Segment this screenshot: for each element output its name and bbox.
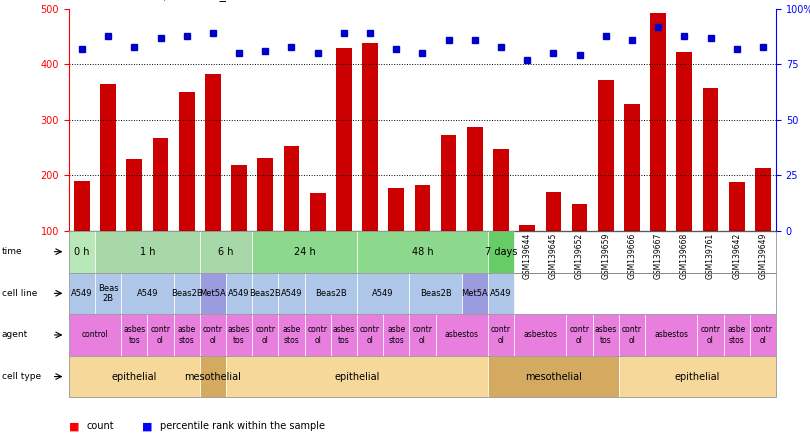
Bar bbox=[624, 104, 640, 231]
Text: contr
ol: contr ol bbox=[701, 325, 721, 345]
Text: Beas2B: Beas2B bbox=[249, 289, 281, 298]
Bar bbox=[309, 193, 326, 231]
Text: contr
ol: contr ol bbox=[360, 325, 380, 345]
Text: Beas2B: Beas2B bbox=[315, 289, 347, 298]
Bar bbox=[126, 159, 143, 231]
Text: asbes
tos: asbes tos bbox=[228, 325, 250, 345]
Text: asbestos: asbestos bbox=[445, 330, 479, 340]
Bar bbox=[415, 186, 430, 231]
Text: ■: ■ bbox=[69, 421, 79, 431]
Bar bbox=[729, 182, 744, 231]
Bar bbox=[231, 166, 247, 231]
Text: ■: ■ bbox=[142, 421, 152, 431]
Bar bbox=[572, 204, 587, 231]
Bar bbox=[702, 88, 718, 231]
Text: A549: A549 bbox=[137, 289, 158, 298]
Bar bbox=[152, 138, 168, 231]
Text: contr
ol: contr ol bbox=[202, 325, 223, 345]
Bar bbox=[284, 146, 300, 231]
Text: A549: A549 bbox=[490, 289, 512, 298]
Bar bbox=[388, 188, 404, 231]
Text: asbestos: asbestos bbox=[523, 330, 557, 340]
Text: asbes
tos: asbes tos bbox=[333, 325, 355, 345]
Bar bbox=[519, 226, 535, 231]
Bar bbox=[755, 168, 771, 231]
Text: A549: A549 bbox=[228, 289, 249, 298]
Text: 48 h: 48 h bbox=[411, 247, 433, 257]
Text: 0 h: 0 h bbox=[75, 247, 90, 257]
Text: count: count bbox=[87, 421, 114, 431]
Text: contr
ol: contr ol bbox=[151, 325, 171, 345]
Bar bbox=[650, 13, 666, 231]
Text: contr
ol: contr ol bbox=[412, 325, 433, 345]
Text: epithelial: epithelial bbox=[112, 372, 157, 381]
Text: A549: A549 bbox=[373, 289, 394, 298]
Text: 1 h: 1 h bbox=[139, 247, 156, 257]
Text: Beas
2B: Beas 2B bbox=[98, 284, 118, 303]
Bar bbox=[493, 149, 509, 231]
Text: Met5A: Met5A bbox=[199, 289, 226, 298]
Text: 7 days: 7 days bbox=[485, 247, 517, 257]
Bar bbox=[598, 80, 614, 231]
Bar bbox=[74, 181, 90, 231]
Text: contr
ol: contr ol bbox=[255, 325, 275, 345]
Text: contr
ol: contr ol bbox=[622, 325, 642, 345]
Text: mesothelial: mesothelial bbox=[525, 372, 582, 381]
Text: contr
ol: contr ol bbox=[569, 325, 590, 345]
Text: control: control bbox=[82, 330, 109, 340]
Text: contr
ol: contr ol bbox=[752, 325, 773, 345]
Text: GDS2604 / 213019_at: GDS2604 / 213019_at bbox=[101, 0, 239, 1]
Text: Met5A: Met5A bbox=[462, 289, 488, 298]
Text: mesothelial: mesothelial bbox=[185, 372, 241, 381]
Text: epithelial: epithelial bbox=[675, 372, 720, 381]
Text: 24 h: 24 h bbox=[294, 247, 315, 257]
Text: contr
ol: contr ol bbox=[491, 325, 511, 345]
Text: asbestos: asbestos bbox=[654, 330, 688, 340]
Text: percentile rank within the sample: percentile rank within the sample bbox=[160, 421, 325, 431]
Text: 6 h: 6 h bbox=[218, 247, 234, 257]
Text: asbes
tos: asbes tos bbox=[595, 325, 617, 345]
Text: asbes
tos: asbes tos bbox=[123, 325, 146, 345]
Text: Beas2B: Beas2B bbox=[420, 289, 451, 298]
Bar bbox=[467, 127, 483, 231]
Text: epithelial: epithelial bbox=[335, 372, 380, 381]
Text: time: time bbox=[2, 247, 22, 256]
Text: Beas2B: Beas2B bbox=[171, 289, 202, 298]
Text: A549: A549 bbox=[281, 289, 302, 298]
Bar bbox=[441, 135, 457, 231]
Text: asbe
stos: asbe stos bbox=[387, 325, 405, 345]
Text: A549: A549 bbox=[71, 289, 92, 298]
Text: asbe
stos: asbe stos bbox=[727, 325, 746, 345]
Text: asbe
stos: asbe stos bbox=[177, 325, 196, 345]
Bar bbox=[362, 44, 378, 231]
Text: agent: agent bbox=[2, 330, 28, 340]
Bar bbox=[205, 75, 221, 231]
Text: cell type: cell type bbox=[2, 372, 40, 381]
Bar bbox=[545, 192, 561, 231]
Text: asbe
stos: asbe stos bbox=[283, 325, 301, 345]
Bar bbox=[336, 48, 352, 231]
Bar bbox=[676, 52, 693, 231]
Bar bbox=[258, 158, 273, 231]
Bar bbox=[100, 84, 116, 231]
Text: cell line: cell line bbox=[2, 289, 37, 298]
Text: contr
ol: contr ol bbox=[308, 325, 328, 345]
Bar bbox=[179, 92, 194, 231]
